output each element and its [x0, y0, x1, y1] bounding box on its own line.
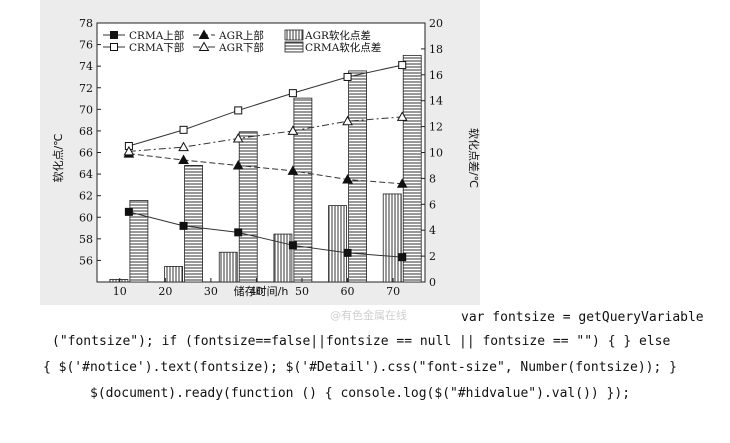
- legend-marker-4: [198, 41, 210, 51]
- x-tick-label-10: 10: [113, 285, 127, 298]
- y-right-tick-label-10: 10: [429, 147, 443, 160]
- series-1-point-48: [288, 89, 297, 98]
- series-line-3: [128, 116, 403, 152]
- y-left-tick-label-72: 72: [79, 82, 93, 95]
- y-left-tick-label-68: 68: [79, 125, 93, 138]
- ticks-layer: 10 20 30 40 50 60 7056586062646668707274767802…: [79, 17, 443, 298]
- legend-marker-3: [110, 43, 118, 51]
- legend-swatch-2: [284, 29, 304, 41]
- series-line-1: [128, 64, 403, 147]
- code-line-3: { $('#notice').text(fontsize); $('#Detai…: [43, 360, 677, 375]
- series-1-point-60: [343, 72, 352, 81]
- y-left-tick-label-76: 76: [79, 39, 93, 52]
- x-tick-label-30: 30: [204, 285, 218, 298]
- y-right-tick-label-4: 4: [429, 224, 436, 237]
- lines-layer: [123, 61, 408, 262]
- legend-label-0: CRMA上部: [129, 29, 184, 42]
- series-0-point-60: [343, 248, 352, 257]
- legend-label-5: CRMA软化点差: [305, 41, 381, 54]
- series-3-point-24: [178, 141, 189, 152]
- y-axis-left-label: 软化点/℃: [51, 133, 65, 182]
- x-tick-label-50: 50: [295, 285, 309, 298]
- series-1-point-72: [398, 61, 407, 70]
- series-0-point-12: [124, 207, 133, 216]
- series-0-point-24: [179, 221, 188, 230]
- legend-label-4: AGR下部: [218, 41, 264, 54]
- y-left-tick-label-56: 56: [79, 254, 93, 267]
- y-right-tick-label-2: 2: [429, 250, 436, 263]
- legend: CRMA上部 AGR上部 AGR软化点差 CRMA下部 AGR下部 CRMA软化点差: [103, 29, 381, 54]
- bar-crma-diff-36: [238, 131, 258, 283]
- bar-agr-diff-72: [382, 193, 402, 283]
- code-line-4: $(document).ready(function () { console.…: [90, 386, 631, 401]
- y-left-tick-label-60: 60: [79, 211, 93, 224]
- x-axis-label: 储存时间/h: [234, 284, 289, 298]
- series-2-point-72: [396, 178, 408, 188]
- y-right-tick-label-20: 20: [429, 17, 443, 30]
- series-line-2: [128, 153, 403, 185]
- bar-crma-diff-72: [402, 54, 422, 283]
- bar-agr-diff-36: [218, 251, 238, 283]
- chart: 10 20 30 40 50 60 7056586062646668707274767802…: [51, 17, 480, 298]
- y-right-tick-label-12: 12: [429, 121, 443, 134]
- series-0-point-36: [234, 228, 243, 237]
- series-2-point-60: [342, 173, 353, 184]
- series-0-point-48: [288, 241, 297, 250]
- series-3-point-48: [287, 125, 299, 135]
- plot-area: [96, 22, 426, 283]
- y-left-tick-label-74: 74: [79, 60, 93, 73]
- y-left-tick-label-62: 62: [79, 190, 93, 203]
- series-2-point-36: [232, 159, 244, 170]
- y-left-tick-label-78: 78: [79, 17, 93, 30]
- legend-marker-1: [198, 29, 210, 39]
- series-line-0: [128, 211, 403, 258]
- series-0-point-72: [398, 253, 407, 262]
- y-left-tick-label-64: 64: [79, 168, 93, 181]
- bars-layer: [109, 54, 422, 283]
- series-3-point-72: [396, 111, 408, 121]
- y-axis-right-label: 软化点差/℃: [467, 128, 480, 188]
- y-right-tick-label-6: 6: [429, 198, 436, 211]
- bar-crma-diff-48: [293, 97, 313, 283]
- y-left-tick-label-58: 58: [79, 233, 93, 246]
- bar-agr-diff-60: [328, 205, 347, 283]
- y-right-tick-label-16: 16: [429, 69, 443, 82]
- y-right-tick-label-8: 8: [429, 172, 436, 185]
- legend-swatch-5: [284, 41, 304, 53]
- x-tick-label-40: 40: [249, 285, 263, 298]
- y-left-tick-label-70: 70: [79, 103, 93, 116]
- series-2-point-24: [178, 154, 189, 165]
- y-right-tick-label-18: 18: [429, 43, 443, 56]
- legend-label-2: AGR软化点差: [304, 29, 371, 42]
- bar-crma-diff-12: [129, 200, 149, 283]
- series-3-point-12: [123, 145, 135, 156]
- series-1-point-36: [234, 106, 243, 115]
- bar-agr-diff-48: [273, 233, 293, 283]
- code-line-2: ("fontsize"); if (fontsize==false||fonts…: [52, 334, 671, 349]
- bar-agr-diff-12: [109, 279, 129, 283]
- x-tick-label-20: 20: [158, 285, 172, 298]
- y-right-tick-label-14: 14: [429, 95, 443, 108]
- legend-marker-0: [110, 31, 118, 39]
- series-3-point-36: [232, 132, 244, 143]
- x-tick-label-60: 60: [341, 285, 355, 298]
- series-1-point-24: [179, 125, 188, 134]
- x-tick-label-70: 70: [386, 285, 400, 298]
- series-3-point-60: [342, 115, 353, 126]
- legend-label-1: AGR上部: [218, 29, 264, 42]
- bar-agr-diff-24: [164, 266, 183, 283]
- code-line-1: var fontsize = getQueryVariable: [461, 310, 704, 325]
- y-left-tick-label-66: 66: [79, 147, 93, 160]
- y-right-tick-label-0: 0: [429, 276, 436, 289]
- chart-panel: 10 20 30 40 50 60 70 56 58 60 62 64 66 68 70 72 74 76 78 0 2…: [40, 0, 480, 305]
- legend-label-3: CRMA下部: [129, 41, 184, 54]
- series-2-point-48: [287, 165, 299, 175]
- watermark: @有色金属在线: [330, 309, 407, 322]
